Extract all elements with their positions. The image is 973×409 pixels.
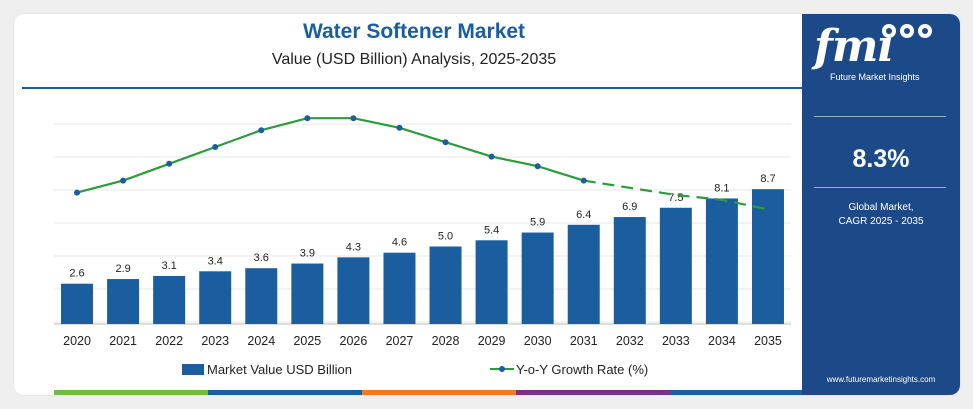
bar-value-label: 3.9 bbox=[300, 248, 315, 260]
growth-line-solid bbox=[76, 117, 585, 194]
growth-point bbox=[534, 163, 541, 170]
x-tick-label: 2032 bbox=[616, 334, 644, 348]
x-tick-label: 2028 bbox=[432, 334, 460, 348]
bar-value-label: 3.1 bbox=[162, 260, 177, 272]
bar-value-label: 4.6 bbox=[392, 237, 407, 249]
bar-value-label: 3.4 bbox=[208, 255, 223, 267]
growth-point bbox=[396, 124, 403, 131]
bar-value-label: 2.9 bbox=[115, 263, 130, 275]
legend-line-swatch bbox=[490, 366, 514, 372]
growth-point bbox=[488, 153, 495, 160]
logo-icons bbox=[882, 24, 932, 38]
x-tick-label: 2029 bbox=[478, 334, 506, 348]
growth-point bbox=[166, 160, 173, 167]
x-tick-label: 2031 bbox=[570, 334, 598, 348]
x-tick-label: 2034 bbox=[708, 334, 736, 348]
x-tick-label: 2023 bbox=[201, 334, 229, 348]
cagr-label-line2: CAGR 2025 - 2035 bbox=[838, 216, 924, 227]
bar-value-label: 6.4 bbox=[576, 209, 591, 221]
x-tick-label: 2026 bbox=[340, 334, 368, 348]
growth-point bbox=[580, 177, 587, 184]
bar-value-label: 5.9 bbox=[530, 217, 545, 229]
strip-segment bbox=[208, 390, 362, 395]
bar bbox=[199, 271, 232, 324]
bar bbox=[107, 279, 140, 324]
legend-bar-swatch bbox=[182, 363, 204, 375]
bar-value-label: 2.6 bbox=[69, 268, 84, 280]
strip-segment bbox=[54, 390, 208, 395]
chart-title: Water Softener Market bbox=[302, 20, 526, 43]
x-tick-label: 2033 bbox=[662, 334, 690, 348]
bar bbox=[429, 246, 462, 324]
bar-value-label: 8.1 bbox=[714, 182, 729, 194]
bar bbox=[383, 252, 416, 324]
panel-divider-top bbox=[814, 116, 946, 117]
bar-value-label: 8.7 bbox=[760, 173, 775, 185]
x-tick-label: 2021 bbox=[109, 334, 137, 348]
strip-segment bbox=[670, 390, 824, 395]
chart-subtitle: Value (USD Billion) Analysis, 2025-2035 bbox=[271, 51, 557, 68]
cagr-label-line1: Global Market, bbox=[848, 202, 914, 213]
bar-value-label: 3.6 bbox=[254, 252, 269, 264]
chart-plot: 2.6 2020 2.9 2021 3.1 2022 3.4 2023 3.6 2024 3.9 20… bbox=[54, 115, 791, 348]
bar bbox=[61, 283, 94, 324]
x-tick-label: 2022 bbox=[155, 334, 183, 348]
x-tick-label: 2024 bbox=[247, 334, 275, 348]
x-tick-label: 2027 bbox=[386, 334, 414, 348]
brand-panel: fmi Future Market Insights 8.3% Global M… bbox=[802, 14, 960, 395]
bottom-color-strip bbox=[54, 390, 824, 395]
bar bbox=[475, 240, 508, 324]
bar bbox=[613, 217, 646, 324]
growth-point bbox=[120, 177, 127, 184]
chart-card: Water Softener Market Value (USD Billion… bbox=[14, 14, 960, 395]
bar bbox=[153, 275, 186, 324]
legend-label-market-value: Market Value USD Billion bbox=[207, 361, 352, 377]
fmi-logo: fmi bbox=[814, 21, 894, 72]
x-tick-label: 2025 bbox=[293, 334, 321, 348]
x-tick-label: 2030 bbox=[524, 334, 552, 348]
bar bbox=[567, 224, 600, 324]
bar bbox=[337, 257, 370, 324]
strip-segment bbox=[362, 390, 516, 395]
logo-subtitle: Future Market Insights bbox=[830, 72, 920, 82]
bar-value-label: 6.9 bbox=[622, 201, 637, 213]
bar bbox=[705, 198, 738, 324]
x-tick-label: 2035 bbox=[754, 334, 782, 348]
bar bbox=[751, 189, 784, 324]
cagr-label: Global Market, CAGR 2025 - 2035 bbox=[802, 201, 960, 229]
bar bbox=[291, 263, 324, 324]
growth-point bbox=[74, 189, 81, 196]
bar bbox=[521, 232, 554, 324]
growth-point bbox=[442, 139, 449, 146]
growth-line-dashed bbox=[583, 179, 769, 211]
growth-point bbox=[304, 115, 311, 122]
growth-point bbox=[212, 144, 219, 150]
bar-value-label: 5.0 bbox=[438, 231, 453, 243]
bar-value-label: 5.4 bbox=[484, 224, 499, 236]
bar bbox=[245, 268, 278, 324]
strip-segment bbox=[516, 390, 670, 395]
legend-item-market-value: Market Value USD Billion bbox=[182, 360, 352, 378]
growth-point bbox=[350, 115, 357, 122]
x-tick-label: 2020 bbox=[63, 334, 91, 348]
title-divider bbox=[22, 87, 807, 89]
bar-value-label: 4.3 bbox=[346, 241, 361, 253]
cagr-value: 8.3% bbox=[852, 145, 910, 173]
website-url: www.futuremarketinsights.com bbox=[826, 375, 936, 384]
panel-divider-bottom bbox=[814, 187, 946, 188]
growth-point bbox=[258, 127, 265, 134]
legend-label-growth-rate: Y-o-Y Growth Rate (%) bbox=[516, 361, 649, 377]
legend-item-growth-rate: Y-o-Y Growth Rate (%) bbox=[490, 360, 648, 378]
bar bbox=[659, 207, 692, 324]
